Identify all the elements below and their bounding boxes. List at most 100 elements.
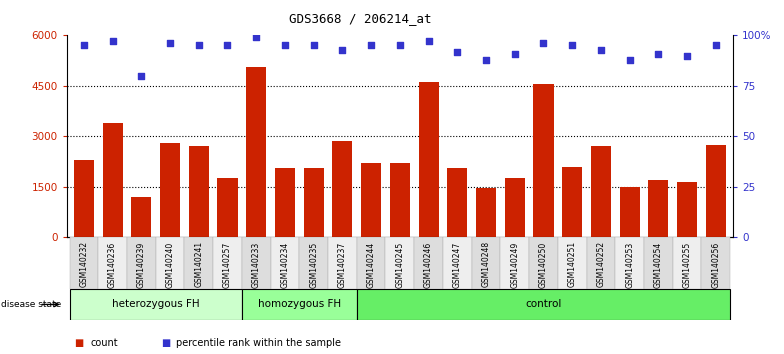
Text: GSM140254: GSM140254 — [654, 241, 662, 287]
Bar — [328, 237, 357, 289]
Point — [509, 51, 521, 56]
Point — [193, 42, 205, 48]
Text: GSM140239: GSM140239 — [137, 241, 146, 287]
Bar — [299, 237, 328, 289]
Text: count: count — [90, 338, 118, 348]
Bar — [357, 237, 386, 289]
Bar — [241, 237, 270, 289]
Bar — [447, 168, 467, 237]
Text: GSM140232: GSM140232 — [79, 241, 89, 287]
Text: GSM140251: GSM140251 — [568, 241, 577, 287]
Text: GSM140257: GSM140257 — [223, 241, 232, 287]
Text: GDS3668 / 206214_at: GDS3668 / 206214_at — [289, 12, 432, 25]
Bar — [443, 237, 472, 289]
Text: GSM140237: GSM140237 — [338, 241, 347, 287]
Text: GSM140252: GSM140252 — [597, 241, 605, 287]
Bar — [386, 237, 414, 289]
Bar — [419, 82, 438, 237]
Point — [710, 42, 722, 48]
Bar — [275, 168, 295, 237]
Text: GSM140250: GSM140250 — [539, 241, 548, 287]
Text: homozygous FH: homozygous FH — [258, 299, 341, 309]
Point — [681, 53, 693, 58]
Point — [480, 57, 492, 62]
Point — [135, 73, 147, 79]
Bar — [476, 188, 496, 237]
Text: ■: ■ — [161, 338, 170, 348]
Bar — [505, 178, 524, 237]
Text: GSM140240: GSM140240 — [165, 241, 175, 287]
Text: GSM140247: GSM140247 — [453, 241, 462, 287]
Bar — [615, 237, 644, 289]
Bar — [586, 237, 615, 289]
Bar — [558, 237, 586, 289]
Point — [594, 47, 607, 52]
Text: GSM140234: GSM140234 — [281, 241, 289, 287]
Point — [221, 42, 234, 48]
Text: GSM140244: GSM140244 — [367, 241, 376, 287]
Text: control: control — [525, 299, 561, 309]
Bar — [74, 160, 94, 237]
Bar — [70, 237, 98, 289]
Text: GSM140236: GSM140236 — [108, 241, 117, 287]
Point — [107, 39, 119, 44]
Point — [566, 42, 579, 48]
Point — [307, 42, 320, 48]
Bar — [677, 182, 697, 237]
Bar — [213, 237, 241, 289]
Point — [394, 42, 406, 48]
Bar — [673, 237, 702, 289]
Bar — [103, 123, 122, 237]
Point — [78, 42, 90, 48]
Text: heterozygous FH: heterozygous FH — [112, 299, 199, 309]
Text: GSM140255: GSM140255 — [683, 241, 691, 287]
Point — [652, 51, 665, 56]
Bar — [270, 237, 299, 289]
Bar — [98, 237, 127, 289]
Text: disease state: disease state — [1, 300, 61, 309]
Point — [250, 35, 263, 40]
Text: GSM140235: GSM140235 — [309, 241, 318, 287]
Bar — [160, 143, 180, 237]
Text: ■: ■ — [74, 338, 84, 348]
Text: GSM140256: GSM140256 — [711, 241, 720, 287]
Bar — [702, 237, 730, 289]
Bar — [332, 141, 353, 237]
Bar — [189, 146, 209, 237]
Bar — [127, 237, 156, 289]
Bar — [361, 163, 381, 237]
Bar — [131, 197, 151, 237]
Point — [365, 42, 377, 48]
Bar — [357, 289, 730, 320]
Bar — [303, 168, 324, 237]
Text: GSM140241: GSM140241 — [194, 241, 203, 287]
Text: GSM140253: GSM140253 — [625, 241, 634, 287]
Bar — [184, 237, 213, 289]
Bar — [619, 187, 640, 237]
Bar — [562, 166, 583, 237]
Text: GSM140233: GSM140233 — [252, 241, 261, 287]
Bar — [241, 289, 357, 320]
Text: GSM140246: GSM140246 — [424, 241, 433, 287]
Bar — [390, 163, 410, 237]
Point — [278, 42, 291, 48]
Bar — [533, 84, 554, 237]
Text: GSM140248: GSM140248 — [481, 241, 491, 287]
Bar — [706, 145, 726, 237]
Bar — [591, 146, 611, 237]
Point — [164, 41, 176, 46]
Point — [336, 47, 349, 52]
Point — [537, 41, 550, 46]
Bar — [246, 67, 267, 237]
Bar — [156, 237, 184, 289]
Bar — [500, 237, 529, 289]
Text: GSM140249: GSM140249 — [510, 241, 519, 287]
Text: percentile rank within the sample: percentile rank within the sample — [176, 338, 341, 348]
Point — [623, 57, 636, 62]
Bar — [414, 237, 443, 289]
Point — [423, 39, 435, 44]
Bar — [529, 237, 558, 289]
Point — [451, 49, 463, 55]
Bar — [472, 237, 500, 289]
Bar — [644, 237, 673, 289]
